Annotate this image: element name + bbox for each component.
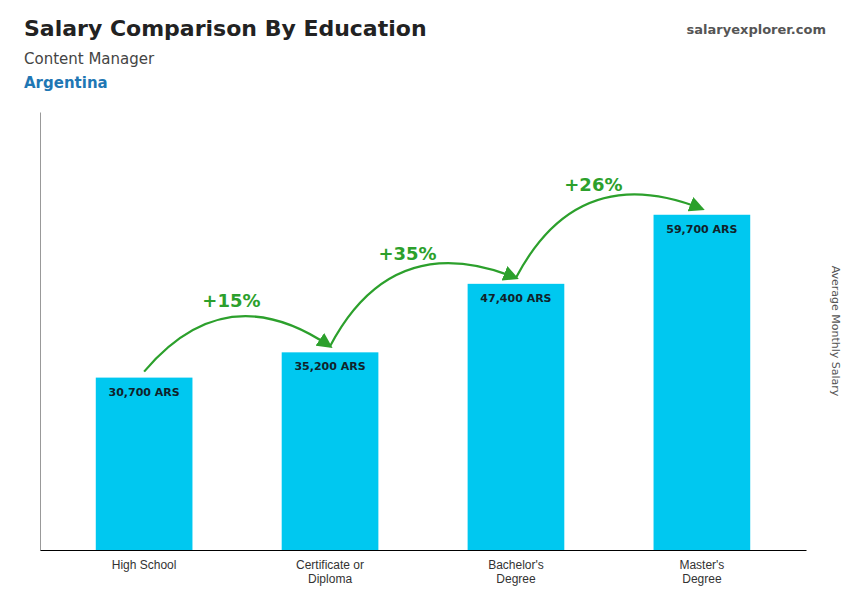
data-label: 47,400 ARS [480, 292, 551, 305]
plot-area: High School Certificate orDiploma Bachelor… [41, 113, 807, 586]
chart: Salary Comparison By Education Content Ma… [0, 0, 850, 606]
x-tick: Bachelor'sDegree [488, 558, 544, 586]
annotation: +35% [378, 243, 436, 264]
arrow [144, 316, 330, 371]
x-tick-label-line: Diploma [308, 572, 352, 586]
x-tick-label-line: Bachelor's [488, 558, 544, 572]
x-tick-label: Bachelor'sDegree [488, 558, 544, 586]
data-label: 59,700 ARS [666, 223, 737, 236]
y-axis-label: Average Monthly Salary [829, 266, 842, 397]
x-tick-label-line: Degree [682, 572, 722, 586]
x-tick-label: Certificate orDiploma [296, 558, 364, 586]
annotation: +15% [202, 290, 260, 311]
bar [282, 352, 379, 550]
bar [96, 378, 193, 550]
x-axis: High School Certificate orDiploma Bachelor… [41, 551, 807, 586]
x-axis-line [41, 550, 807, 551]
x-tick: Certificate orDiploma [296, 558, 364, 586]
x-tick: Master'sDegree [679, 558, 724, 586]
x-tick-label-line: Master's [679, 558, 724, 572]
x-tick-label: High School [112, 558, 177, 572]
y-axis [40, 113, 41, 551]
annotation: +26% [564, 174, 622, 195]
data-label: 30,700 ARS [109, 386, 180, 399]
x-tick-label: Master'sDegree [679, 558, 724, 586]
subtitle: Content Manager [24, 50, 155, 68]
x-tick: High School [112, 558, 177, 572]
x-tick-label-line: Degree [496, 572, 536, 586]
bars [96, 215, 750, 550]
country: Argentina [24, 74, 108, 92]
title: Salary Comparison By Education [24, 16, 427, 41]
bar [654, 215, 751, 550]
y-axis-line [40, 113, 41, 551]
data-label: 35,200 ARS [294, 360, 365, 373]
arrow [516, 194, 702, 277]
x-tick-label-line: Certificate or [296, 558, 364, 572]
arrow [330, 263, 516, 346]
data-labels: 30,700 ARS 35,200 ARS 47,400 ARS 59,700 ARS [109, 223, 738, 399]
source: salaryexplorer.com [687, 22, 826, 37]
annotations: +15% +35% +26% [144, 174, 702, 371]
bar [468, 284, 565, 550]
x-tick-label-line: High School [112, 558, 177, 572]
